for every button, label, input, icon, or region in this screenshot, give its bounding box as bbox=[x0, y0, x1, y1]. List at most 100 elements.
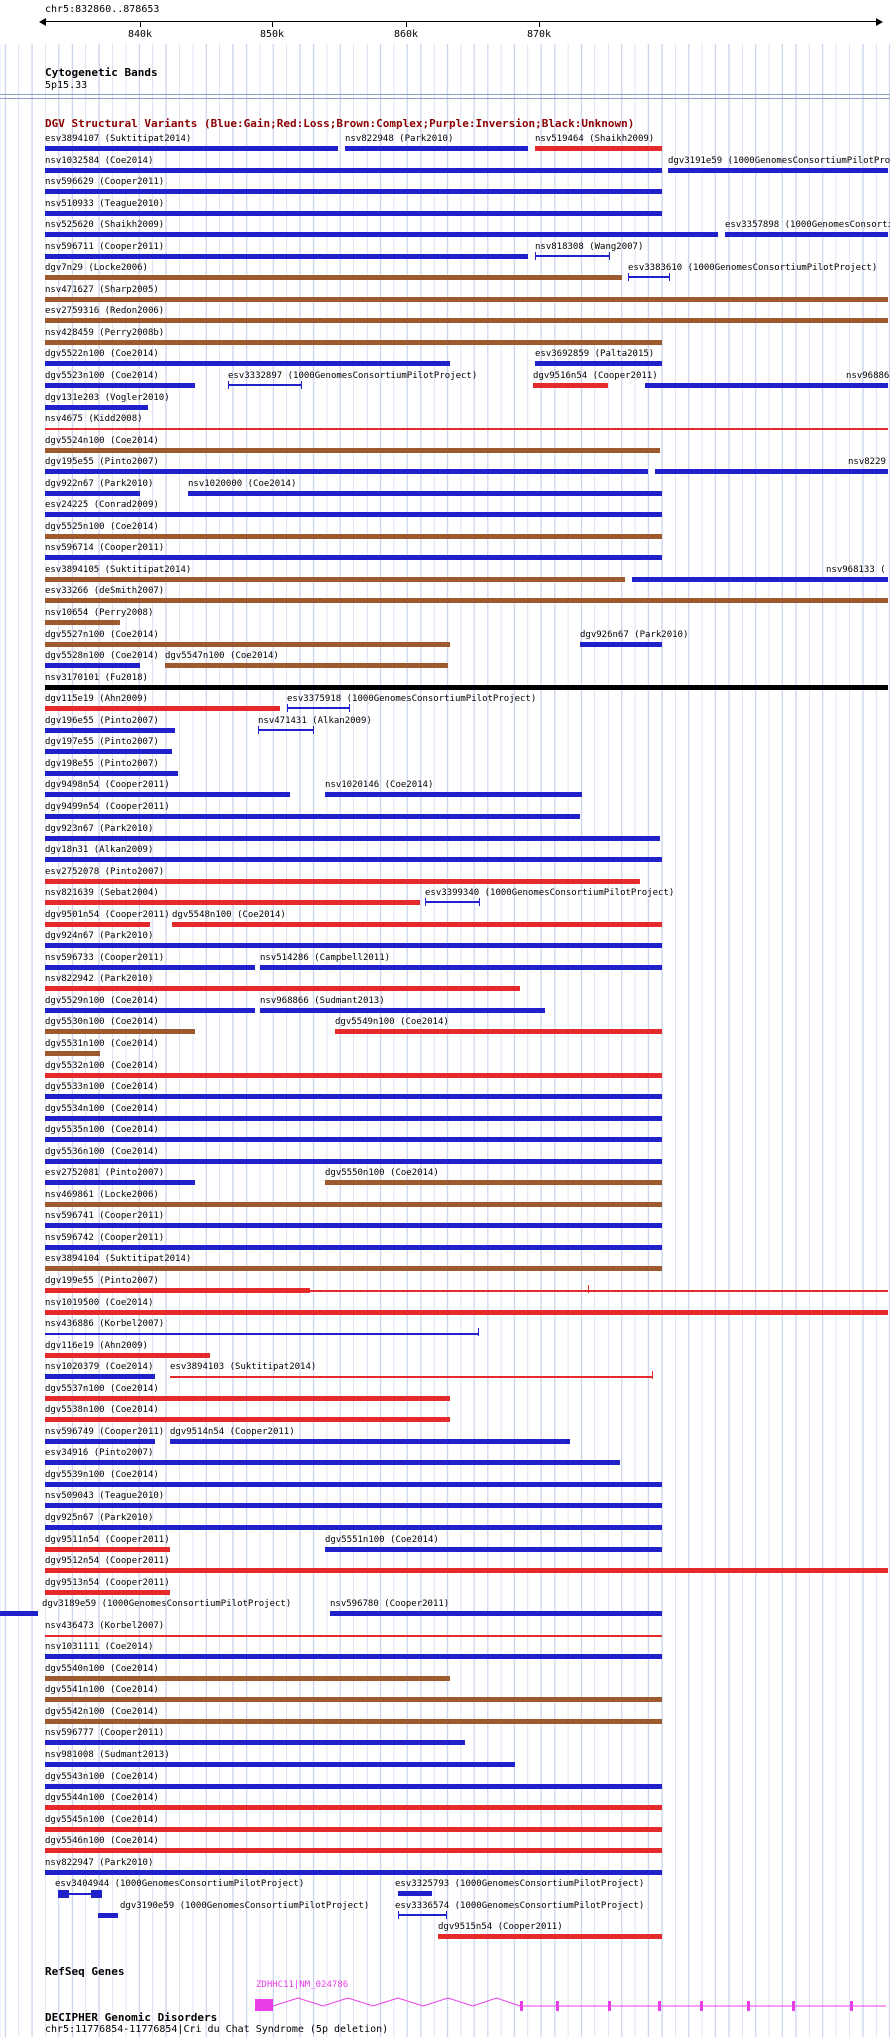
variant-label[interactable]: dgv9501n54 (Cooper2011) bbox=[45, 909, 170, 920]
variant-label[interactable]: esv24225 (Conrad2009) bbox=[45, 500, 159, 511]
variant-bar[interactable] bbox=[45, 1697, 662, 1703]
variant-label[interactable]: dgv3190e59 (1000GenomesConsortiumPilotPr… bbox=[120, 1900, 370, 1911]
variant-label[interactable]: nsv471627 (Sharp2005) bbox=[45, 284, 159, 295]
variant-label[interactable]: nsv436473 (Korbel2007) bbox=[45, 1620, 165, 1631]
variant-label[interactable]: dgv3189e59 (1000GenomesConsortiumPilotPr… bbox=[42, 1599, 292, 1610]
variant-label[interactable]: dgv5533n100 (Coe2014) bbox=[45, 1082, 159, 1093]
variant-bar[interactable] bbox=[325, 1546, 662, 1552]
variant-bar[interactable] bbox=[330, 1611, 662, 1617]
variant-label[interactable]: dgv9511n54 (Cooper2011) bbox=[45, 1534, 170, 1545]
variant-label[interactable]: nsv519464 (Shaikh2009) bbox=[535, 134, 655, 144]
variant-label[interactable]: esv3894105 (Suktitipat2014) bbox=[45, 564, 192, 575]
variant-label[interactable]: dgv115e19 (Ahn2009) bbox=[45, 694, 148, 705]
variant-label[interactable]: esv3894103 (Suktitipat2014) bbox=[170, 1362, 317, 1373]
variant-bar[interactable] bbox=[45, 1223, 662, 1229]
variant-label[interactable]: nsv471431 (Alkan2009) bbox=[258, 715, 372, 726]
variant-bar[interactable] bbox=[170, 1438, 570, 1444]
variant-bar[interactable] bbox=[325, 1180, 662, 1186]
variant-bar[interactable] bbox=[628, 273, 670, 282]
variant-bar[interactable] bbox=[45, 1244, 662, 1250]
variant-label[interactable]: nsv1019500 (Coe2014) bbox=[45, 1297, 154, 1308]
gene-first-exon[interactable] bbox=[255, 1999, 273, 2011]
variant-bar[interactable] bbox=[325, 792, 582, 798]
variant-label[interactable]: dgv116e19 (Ahn2009) bbox=[45, 1340, 148, 1351]
variant-label[interactable]: dgv196e55 (Pinto2007) bbox=[45, 715, 159, 726]
variant-label[interactable]: dgv5543n100 (Coe2014) bbox=[45, 1771, 159, 1782]
variant-bar[interactable] bbox=[45, 490, 140, 496]
variant-bar[interactable] bbox=[45, 1287, 310, 1293]
variant-label[interactable]: dgv9499n54 (Cooper2011) bbox=[45, 801, 170, 812]
variant-label[interactable]: dgv5531n100 (Coe2014) bbox=[45, 1038, 159, 1049]
variant-bar[interactable] bbox=[45, 512, 662, 518]
variant-bar[interactable] bbox=[45, 576, 625, 582]
variant-bar[interactable] bbox=[45, 1826, 662, 1832]
variant-label[interactable]: nsv822947 (Park2010) bbox=[45, 1857, 154, 1868]
variant-label[interactable]: dgv5524n100 (Coe2014) bbox=[45, 435, 159, 446]
variant-bar[interactable] bbox=[45, 1180, 195, 1186]
variant-label[interactable]: nsv1031111 (Coe2014) bbox=[45, 1642, 154, 1653]
gene-exon[interactable] bbox=[700, 2001, 703, 2011]
variant-label[interactable]: nsv1020146 (Coe2014) bbox=[325, 780, 434, 791]
variant-label[interactable]: dgv7n29 (Locke2006) bbox=[45, 263, 148, 274]
variant-label[interactable]: dgv3191e59 (1000GenomesConsortiumPilotPr… bbox=[668, 155, 890, 166]
variant-bar[interactable] bbox=[45, 404, 148, 410]
variant-bar[interactable] bbox=[345, 146, 528, 151]
variant-bar[interactable] bbox=[580, 641, 662, 647]
variant-bar[interactable] bbox=[45, 1675, 450, 1681]
variant-label[interactable]: nsv968866 (Sudmant2013) bbox=[260, 995, 385, 1006]
variant-label[interactable]: dgv926n67 (Park2010) bbox=[580, 629, 689, 640]
variant-bar[interactable] bbox=[228, 381, 302, 390]
variant-label[interactable]: nsv818308 (Wang2007) bbox=[535, 241, 644, 252]
variant-bar[interactable] bbox=[45, 339, 662, 345]
variant-bar[interactable] bbox=[188, 490, 662, 496]
variant-label[interactable]: nsv596749 (Cooper2011) bbox=[45, 1426, 165, 1437]
variant-label[interactable]: dgv5535n100 (Coe2014) bbox=[45, 1125, 159, 1136]
variant-bar[interactable] bbox=[45, 857, 662, 863]
variant-bar[interactable] bbox=[45, 447, 660, 453]
variant-bar[interactable] bbox=[45, 1869, 662, 1875]
variant-bar[interactable] bbox=[45, 1309, 888, 1315]
variant-bar[interactable] bbox=[533, 383, 608, 389]
variant-label[interactable]: dgv5546n100 (Coe2014) bbox=[45, 1836, 159, 1847]
variant-bar[interactable] bbox=[45, 1783, 662, 1789]
variant-label[interactable]: esv2759316 (Redon2006) bbox=[45, 306, 165, 317]
variant-label[interactable]: dgv5542n100 (Coe2014) bbox=[45, 1706, 159, 1717]
variant-label[interactable]: esv3325793 (1000GenomesConsortiumPilotPr… bbox=[395, 1879, 645, 1890]
variant-bar[interactable] bbox=[98, 1912, 118, 1918]
variant-bar[interactable] bbox=[45, 275, 622, 281]
variant-bar[interactable] bbox=[535, 146, 662, 151]
variant-label[interactable]: dgv5522n100 (Coe2014) bbox=[45, 349, 159, 360]
variant-bar[interactable] bbox=[45, 1007, 255, 1013]
variant-label[interactable]: nsv596629 (Cooper2011) bbox=[45, 177, 165, 188]
variant-label[interactable]: nsv596741 (Cooper2011) bbox=[45, 1211, 165, 1222]
variant-bar[interactable] bbox=[45, 1417, 450, 1423]
variant-bar[interactable] bbox=[172, 921, 662, 927]
variant-label[interactable]: dgv18n31 (Alkan2009) bbox=[45, 845, 154, 856]
variant-bar[interactable] bbox=[45, 1072, 662, 1078]
variant-label[interactable]: dgv5534n100 (Coe2014) bbox=[45, 1103, 159, 1114]
variant-bar[interactable] bbox=[45, 641, 450, 647]
variant-label[interactable]: dgv9513n54 (Cooper2011) bbox=[45, 1577, 170, 1588]
variant-label[interactable]: dgv5550n100 (Coe2014) bbox=[325, 1168, 439, 1179]
variant-bar[interactable] bbox=[310, 1289, 888, 1292]
variant-bar[interactable] bbox=[45, 383, 195, 389]
variant-bar[interactable] bbox=[45, 1201, 662, 1207]
variant-bar[interactable] bbox=[398, 1891, 432, 1897]
variant-label[interactable]: dgv197e55 (Pinto2007) bbox=[45, 737, 159, 748]
variant-label[interactable]: dgv5549n100 (Coe2014) bbox=[335, 1017, 449, 1028]
variant-bar[interactable] bbox=[45, 533, 662, 539]
variant-bar[interactable] bbox=[632, 576, 888, 582]
gene-exon[interactable] bbox=[608, 2001, 611, 2011]
variant-label[interactable]: nsv469861 (Locke2006) bbox=[45, 1189, 159, 1200]
variant-bar[interactable] bbox=[260, 1007, 545, 1013]
variant-label[interactable]: esv33266 (deSmith2007) bbox=[45, 586, 165, 597]
variant-bar[interactable] bbox=[45, 663, 140, 669]
variant-bar[interactable] bbox=[45, 1568, 888, 1574]
variant-bar[interactable] bbox=[45, 1094, 662, 1100]
variant-label[interactable]: dgv5544n100 (Coe2014) bbox=[45, 1793, 159, 1804]
variant-bar[interactable] bbox=[645, 383, 888, 389]
variant-bar[interactable] bbox=[45, 921, 150, 927]
variant-label[interactable]: esv3336574 (1000GenomesConsortiumPilotPr… bbox=[395, 1900, 645, 1911]
variant-label[interactable]: dgv9512n54 (Cooper2011) bbox=[45, 1556, 170, 1567]
variant-bar[interactable] bbox=[45, 189, 662, 195]
